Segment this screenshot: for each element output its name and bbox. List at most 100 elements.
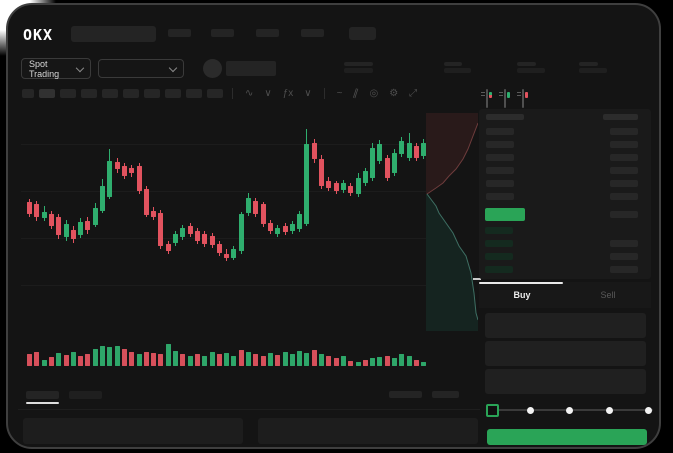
pair-name-placeholder <box>226 61 276 76</box>
volume-bar <box>238 350 244 366</box>
orderbook-ask-row[interactable] <box>486 128 514 135</box>
candlestick <box>41 212 47 218</box>
orderbook-ask-amount[interactable] <box>610 180 638 187</box>
candlestick-chart[interactable] <box>21 113 427 331</box>
slider-handle[interactable] <box>486 404 499 417</box>
total-input-placeholder[interactable] <box>485 369 646 394</box>
coin-avatar[interactable] <box>203 59 222 78</box>
volume-bar <box>304 353 310 366</box>
candlestick <box>129 168 135 173</box>
amount-input-placeholder[interactable] <box>485 341 646 366</box>
candlestick <box>413 146 419 158</box>
orderbook-combined-icon[interactable] <box>486 89 488 108</box>
candlestick <box>253 201 259 214</box>
orderbook-ask-row[interactable] <box>486 167 514 174</box>
orderbook-ask-amount[interactable] <box>610 211 638 218</box>
volume-bar <box>282 352 288 366</box>
volume-bar <box>78 356 84 366</box>
candlestick <box>202 234 208 244</box>
price-input-placeholder[interactable] <box>485 313 646 338</box>
orderbook-bid-row[interactable] <box>485 253 513 260</box>
bottom-action-placeholder[interactable] <box>389 391 422 398</box>
indicators-fx-icon[interactable]: ƒx <box>282 88 294 99</box>
tab-sell[interactable]: Sell <box>600 290 616 300</box>
orderbook-ask-row[interactable] <box>486 193 514 200</box>
interval-button-placeholder[interactable] <box>60 89 76 98</box>
orderbook-ask-row[interactable] <box>486 180 514 187</box>
nav-item-placeholder[interactable] <box>349 27 376 40</box>
bottom-tab-placeholder[interactable] <box>69 391 102 399</box>
buy-submit-button[interactable] <box>487 429 647 445</box>
last-price-display[interactable] <box>485 208 525 221</box>
interval-button-placeholder[interactable] <box>81 89 97 98</box>
settings-gear-icon[interactable]: ⚙ <box>389 88 399 99</box>
interval-button-placeholder[interactable] <box>123 89 139 98</box>
chevron-down-icon[interactable]: ∨ <box>264 88 272 99</box>
candlestick <box>34 204 40 217</box>
slider-stop-dot[interactable] <box>606 407 613 414</box>
depth-bid-area <box>426 194 478 331</box>
orderbook-bid-amount[interactable] <box>610 253 638 260</box>
volume-bar <box>246 352 251 366</box>
orderbook-asks-icon[interactable] <box>522 89 524 108</box>
bottom-action-placeholder[interactable] <box>432 391 459 398</box>
candlestick <box>289 224 295 231</box>
orderbook-ask-amount[interactable] <box>610 154 638 161</box>
bottom-tab-placeholder[interactable] <box>26 391 59 399</box>
orderbook-ask-amount[interactable] <box>610 128 638 135</box>
stat-value-placeholder <box>579 68 607 73</box>
interval-button-placeholder[interactable] <box>165 89 181 98</box>
orderbook-ask-amount[interactable] <box>610 167 638 174</box>
volume-bar <box>224 353 230 366</box>
orderbook-bid-row[interactable] <box>485 266 513 273</box>
interval-button-placeholder[interactable] <box>102 89 118 98</box>
fullscreen-icon[interactable]: ⤢ <box>409 88 418 99</box>
slider-stop-dot[interactable] <box>645 407 652 414</box>
candlestick <box>92 208 98 225</box>
volume-bar <box>48 357 54 366</box>
orderbook-ask-amount[interactable] <box>610 141 638 148</box>
market-type-label: Spot Trading <box>29 58 60 79</box>
chevron-down-icon[interactable]: ∨ <box>304 88 312 99</box>
amount-slider[interactable] <box>486 403 655 417</box>
chart-gridline <box>21 285 426 286</box>
candlestick <box>216 244 222 253</box>
candlestick <box>319 159 324 186</box>
volume-bar <box>114 346 120 366</box>
line-tool-icon[interactable]: ~ <box>336 88 343 99</box>
interval-button-placeholder[interactable] <box>22 89 34 98</box>
tab-buy[interactable]: Buy <box>513 290 531 300</box>
interval-button-placeholder[interactable] <box>144 89 160 98</box>
volume-bar <box>34 352 40 366</box>
nav-item-placeholder[interactable] <box>211 29 234 37</box>
orderbook-bid-row[interactable] <box>485 227 513 234</box>
interval-button-placeholder[interactable] <box>207 89 223 98</box>
orderbook-ask-row[interactable] <box>486 154 514 161</box>
volume-bar <box>136 354 142 366</box>
orderbook-bid-amount[interactable] <box>610 240 638 247</box>
market-type-dropdown[interactable]: Spot Trading <box>21 58 91 79</box>
interval-button-placeholder[interactable] <box>39 89 55 98</box>
drawing-tools-icon[interactable]: ∥ <box>351 87 361 100</box>
orderbook-ask-row[interactable] <box>486 141 514 148</box>
stat-label-placeholder <box>444 62 462 66</box>
camera-icon[interactable]: ◎ <box>369 88 379 99</box>
orderbook-ask-amount[interactable] <box>610 193 638 200</box>
nav-item-placeholder[interactable] <box>168 29 191 37</box>
orderbook-bids-icon[interactable] <box>504 89 506 108</box>
pair-selector-dropdown[interactable] <box>98 59 184 78</box>
slider-stop-dot[interactable] <box>566 407 573 414</box>
candlestick <box>370 148 376 178</box>
stat-value-placeholder <box>517 68 545 73</box>
nav-item-placeholder[interactable] <box>301 29 324 37</box>
slider-stop-dot[interactable] <box>527 407 534 414</box>
candlestick <box>70 230 76 239</box>
nav-item-placeholder[interactable] <box>256 29 279 37</box>
orderbook-bid-row[interactable] <box>485 240 513 247</box>
nav-search-placeholder[interactable] <box>71 26 156 42</box>
interval-button-placeholder[interactable] <box>186 89 202 98</box>
candle-style-icon[interactable]: ∿ <box>245 88 254 99</box>
orderbook-bid-amount[interactable] <box>610 266 638 273</box>
volume-chart <box>21 342 427 366</box>
volume-bar <box>399 354 405 366</box>
